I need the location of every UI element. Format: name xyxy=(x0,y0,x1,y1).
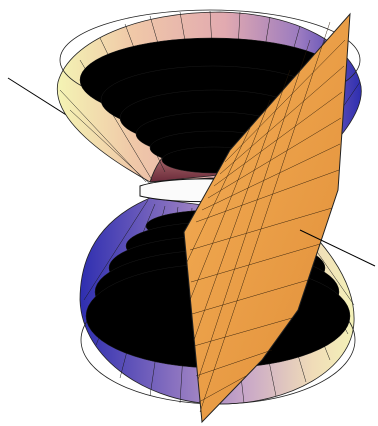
intersecting-plane xyxy=(183,12,351,424)
axis-line-front xyxy=(299,229,376,267)
plane-mesh xyxy=(186,21,346,413)
